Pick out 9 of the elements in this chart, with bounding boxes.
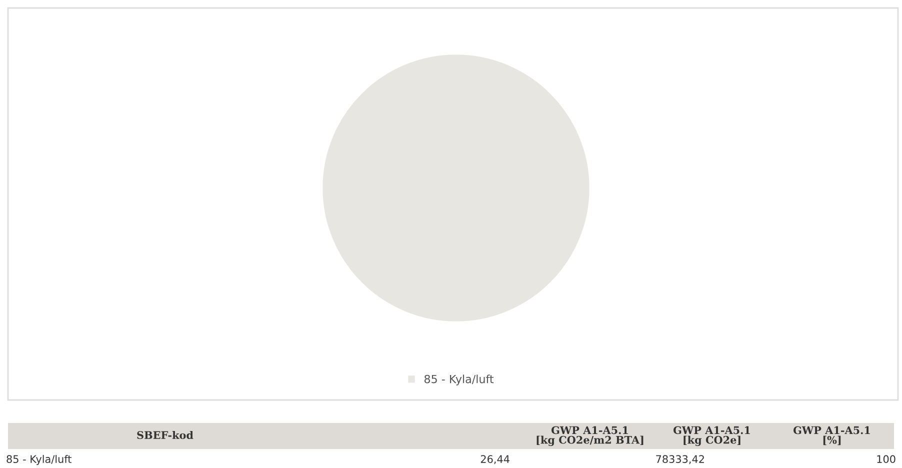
text: GWP A1-A5.1 [kg CO2e] xyxy=(673,426,750,446)
text: 26,44 xyxy=(480,455,510,464)
text: GWP A1-A5.1 [%] xyxy=(793,426,870,446)
text: 78333,42 xyxy=(656,455,704,464)
text: 100 xyxy=(877,455,896,464)
legend-label: 85 - Kyla/luft xyxy=(424,374,494,386)
text: GWP A1-A5.1 [kg CO2e/m2 BTA] xyxy=(536,426,644,446)
text: SBEF-kod xyxy=(137,430,194,440)
text: 85 - Kyla/luft xyxy=(6,454,72,466)
